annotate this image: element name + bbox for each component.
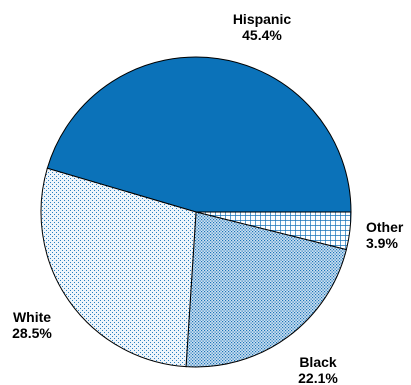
slice-value-hispanic: 45.4%	[242, 27, 282, 43]
slice-label-hispanic: Hispanic	[233, 11, 292, 27]
slice-value-black: 22.1%	[298, 370, 338, 385]
pie-slice-black	[185, 211, 347, 368]
slice-label-black: Black	[299, 354, 337, 370]
pie-slice-hispanic	[46, 56, 352, 213]
pie-slice-white	[40, 167, 197, 368]
slice-value-white: 28.5%	[12, 325, 52, 341]
slice-label-other: Other	[366, 219, 404, 235]
slice-value-other: 3.9%	[366, 235, 398, 251]
slice-label-white: White	[13, 309, 51, 325]
